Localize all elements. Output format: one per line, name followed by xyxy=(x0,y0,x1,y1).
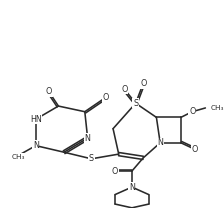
Text: N: N xyxy=(157,138,163,147)
Text: O: O xyxy=(140,79,146,88)
Text: O: O xyxy=(112,166,118,175)
Text: N: N xyxy=(33,141,39,150)
Text: S: S xyxy=(89,154,94,163)
Text: S: S xyxy=(133,99,138,108)
Text: O: O xyxy=(46,88,52,97)
Text: CH₃: CH₃ xyxy=(211,105,224,111)
Text: N: N xyxy=(129,183,135,192)
Text: O: O xyxy=(189,107,195,116)
Text: O: O xyxy=(192,145,198,154)
Text: CH₃: CH₃ xyxy=(11,154,25,160)
Text: HN: HN xyxy=(30,115,42,124)
Text: N: N xyxy=(85,134,90,143)
Text: O: O xyxy=(102,93,109,102)
Text: O: O xyxy=(121,85,127,94)
